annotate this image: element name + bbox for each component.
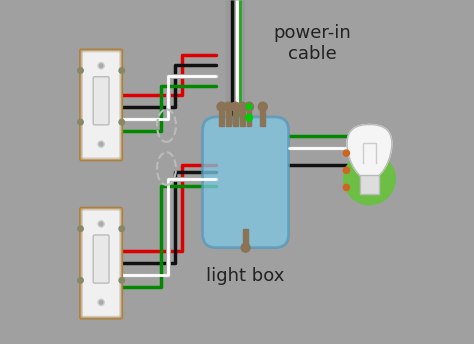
Circle shape xyxy=(100,142,103,146)
Circle shape xyxy=(343,167,349,173)
Bar xyxy=(226,107,231,126)
Bar xyxy=(219,107,224,126)
Circle shape xyxy=(219,104,224,109)
Circle shape xyxy=(343,150,349,156)
Circle shape xyxy=(98,141,104,147)
Circle shape xyxy=(226,104,231,109)
Circle shape xyxy=(241,243,250,252)
Polygon shape xyxy=(347,125,392,180)
Circle shape xyxy=(246,104,252,109)
Circle shape xyxy=(98,221,104,227)
Circle shape xyxy=(239,104,245,109)
Circle shape xyxy=(78,226,83,232)
Circle shape xyxy=(224,102,233,111)
Bar xyxy=(233,107,237,126)
Bar xyxy=(260,107,265,126)
FancyBboxPatch shape xyxy=(93,235,109,283)
Circle shape xyxy=(100,222,103,226)
Circle shape xyxy=(344,153,395,205)
Bar xyxy=(243,229,248,248)
Circle shape xyxy=(100,301,103,304)
FancyBboxPatch shape xyxy=(202,117,289,248)
Circle shape xyxy=(78,119,83,125)
Circle shape xyxy=(231,102,240,111)
Circle shape xyxy=(233,104,238,109)
Circle shape xyxy=(78,68,83,73)
FancyBboxPatch shape xyxy=(80,49,122,161)
Bar xyxy=(246,107,251,126)
FancyBboxPatch shape xyxy=(80,207,122,319)
FancyBboxPatch shape xyxy=(82,210,120,316)
Circle shape xyxy=(119,278,125,283)
FancyBboxPatch shape xyxy=(82,52,120,158)
Circle shape xyxy=(78,278,83,283)
Circle shape xyxy=(237,102,246,111)
Bar xyxy=(240,107,245,126)
Text: light box: light box xyxy=(206,267,285,284)
Circle shape xyxy=(119,68,125,73)
Circle shape xyxy=(343,184,349,191)
Circle shape xyxy=(260,104,265,109)
Circle shape xyxy=(119,119,125,125)
Circle shape xyxy=(245,102,254,111)
Circle shape xyxy=(98,299,104,305)
Circle shape xyxy=(217,102,226,111)
Circle shape xyxy=(98,63,104,69)
Text: power-in
cable: power-in cable xyxy=(274,24,352,63)
FancyBboxPatch shape xyxy=(93,77,109,125)
Bar xyxy=(360,175,379,194)
Circle shape xyxy=(119,226,125,232)
Circle shape xyxy=(258,102,267,111)
Circle shape xyxy=(246,114,253,121)
Circle shape xyxy=(243,245,248,250)
Circle shape xyxy=(100,64,103,67)
